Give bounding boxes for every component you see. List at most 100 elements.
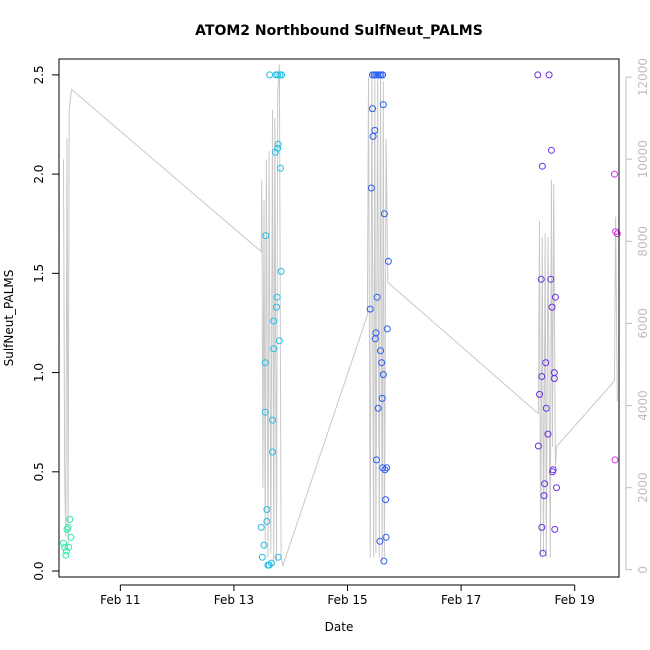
y2-tick-label-2: 4000 [636,390,650,421]
data-point-s1-13 [270,345,278,353]
data-point-s3-11 [544,430,552,438]
data-point-s1-9 [265,561,273,569]
data-point-s0-5 [64,523,72,531]
x-tick-label-1: Feb 13 [214,593,254,607]
data-point-s3-10 [542,404,550,412]
data-point-s3-12 [547,275,555,283]
data-point-s1-18 [274,144,282,152]
data-point-s1-17 [273,293,281,301]
y-tick-label-3: 1.5 [32,264,46,283]
y2-tick-label-6: 12000 [636,58,650,96]
y-tick-label-5: 2.5 [32,65,46,84]
data-point-s1-7 [263,506,271,513]
y-tick-label-2: 1.0 [32,363,46,382]
data-point-s1-12 [269,448,276,456]
data-point-s3-21 [553,484,560,492]
y2-tick-label-3: 6000 [636,308,650,339]
data-point-s2-12 [378,359,386,367]
y2-tick-label-0: 0 [636,566,650,574]
data-point-s3-20 [551,525,559,533]
altitude-line-layer [63,64,618,568]
data-point-s2-20 [382,496,390,504]
data-point-s2-10 [376,537,384,545]
x-axis: Feb 11 Feb 13 Feb 15 Feb 17 Feb 19 [100,584,595,607]
data-point-s3-23 [545,71,553,79]
data-point-s1-2 [260,541,268,549]
data-point-s3-14 [548,303,556,311]
data-point-s2-16 [379,101,387,109]
data-point-s3-19 [551,293,559,301]
data-point-s3-2 [537,275,545,283]
data-point-s1-11 [269,416,276,424]
data-point-s1-6 [263,517,271,525]
data-point-s1-28 [278,71,286,79]
x-tick-label-0: Feb 11 [100,593,140,607]
x-tick-label-4: Feb 19 [555,593,595,607]
data-point-s1-16 [273,303,280,311]
x-tick-label-2: Feb 15 [327,593,367,607]
data-point-s3-13 [547,146,555,154]
data-point-s3-18 [550,369,558,377]
data-point-s0-7 [66,515,74,523]
data-point-s0-0 [60,539,67,547]
data-point-s0-3 [62,547,70,555]
y2-tick-label-5: 10000 [636,140,650,178]
data-point-s2-21 [382,533,390,541]
data-point-s3-5 [538,523,546,531]
data-point-s2-13 [378,394,386,402]
data-point-s2-17 [380,557,388,565]
x-axis-label: Date [325,620,354,634]
data-point-s1-5 [262,232,270,240]
data-point-s0-8 [67,533,75,541]
data-point-s2-1 [367,184,375,192]
data-point-s0-2 [62,551,70,559]
y-axis-label: SulfNeut_PALMS [2,270,16,367]
data-point-s2-8 [373,293,381,301]
data-point-s2-14 [379,464,387,472]
data-point-s3-1 [536,390,543,398]
data-point-s0-1 [61,543,69,551]
data-point-s3-4 [538,162,546,170]
data-point-s2-9 [374,404,382,412]
data-point-s3-16 [549,466,557,474]
y-axis: 0.0 0.5 1.0 1.5 2.0 2.5 [32,65,59,581]
data-point-s2-24 [384,257,392,265]
data-point-s0-6 [65,543,73,551]
data-point-s2-7 [373,456,380,464]
data-point-s2-23 [383,325,391,333]
data-point-s1-21 [274,553,282,561]
data-point-s1-20 [275,337,283,345]
y-tick-label-1: 0.5 [32,462,46,481]
data-point-s1-10 [267,559,275,567]
secondary-y-axis: 0 2000 4000 6000 8000 10000 12000 [625,58,650,574]
data-point-s3-0 [534,442,542,450]
chart-title: ATOM2 Northbound SulfNeut_PALMS [195,23,483,39]
data-point-s2-18 [380,210,388,218]
y-tick-label-0: 0.0 [32,561,46,580]
data-point-s2-11 [377,347,384,355]
data-point-s1-1 [258,553,266,561]
data-point-s1-4 [261,408,269,416]
data-point-s1-14 [270,317,278,325]
scatter-points-layer [60,71,621,569]
x-tick-label-3: Feb 17 [441,593,481,607]
data-point-s3-9 [542,359,550,367]
data-point-s4-3 [613,230,621,238]
data-point-s2-2 [369,105,376,113]
data-point-s4-0 [611,170,618,178]
data-point-s1-22 [277,267,285,275]
altitude-line [63,64,618,568]
data-point-s3-22 [534,71,542,79]
y2-tick-label-4: 8000 [636,226,650,257]
data-point-s2-0 [366,305,374,313]
data-point-s4-1 [611,456,619,464]
y-tick-label-4: 2.0 [32,165,46,184]
data-point-s2-31 [379,71,387,79]
data-point-s1-15 [271,148,279,156]
data-point-s1-3 [261,359,269,367]
data-point-s1-19 [274,140,282,148]
data-point-s3-6 [539,549,547,557]
data-point-s3-7 [540,492,548,500]
